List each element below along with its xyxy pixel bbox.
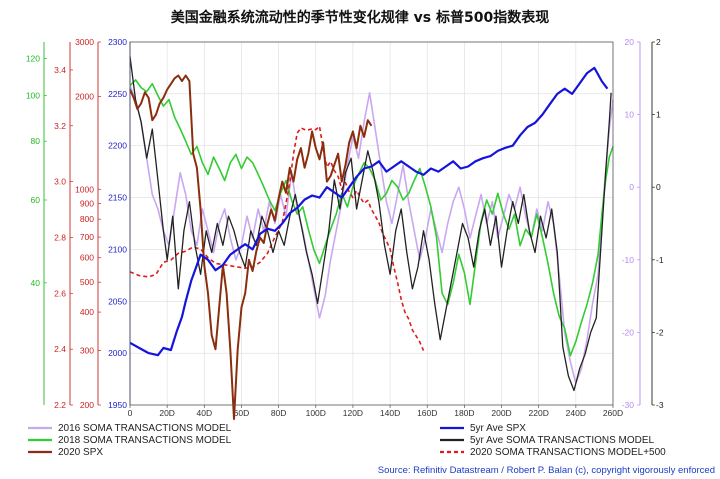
legend-label: 2018 SOMA TRANSACTIONS MODEL bbox=[58, 435, 232, 446]
blue-axis-tick-label: 2100 bbox=[108, 244, 127, 254]
left-axes: 120 100 80 60 40 3000 2000 1000 900 800 700 600 500 4… bbox=[26, 37, 131, 410]
x-tick-label: 120D bbox=[343, 408, 363, 418]
x-tick-label: 200D bbox=[491, 408, 511, 418]
series-line-2020-spx bbox=[129, 74, 373, 420]
purple-axis-tick-label: -30 bbox=[622, 400, 635, 410]
series-line-2020-soma-transactions-model-500 bbox=[129, 125, 425, 351]
blue-axis-tick-label: 1950 bbox=[108, 400, 127, 410]
black-axis-tick-label: 2 bbox=[656, 37, 661, 47]
x-tick-label: 20D bbox=[159, 408, 175, 418]
red-axis-tick-label: 800 bbox=[80, 214, 94, 224]
blue-axis-tick-label: 2050 bbox=[108, 296, 127, 306]
red-axis-tick-label: 400 bbox=[80, 307, 94, 317]
blue-axis-tick-label: 2300 bbox=[108, 37, 127, 47]
red-axis-tick-label: 300 bbox=[80, 346, 94, 356]
blue-axis-tick-label: 2250 bbox=[108, 89, 127, 99]
black-axis-tick-label: -1 bbox=[656, 255, 664, 265]
red-inner-axis-tick-label: 2.8 bbox=[54, 232, 66, 242]
source-note: Source: Refinitiv Datastream / Robert P.… bbox=[378, 465, 715, 476]
red-axis-tick-label: 700 bbox=[80, 232, 94, 242]
red-inner-axis-tick-label: 2.4 bbox=[54, 344, 66, 354]
series-line-5yr-ave-soma-transactions-model bbox=[129, 56, 612, 392]
red-inner-axis-tick-label: 2.2 bbox=[54, 400, 66, 410]
series-line-2016-soma-transactions-model bbox=[129, 85, 614, 384]
x-tick-label: 220D bbox=[529, 408, 549, 418]
red-inner-axis-tick-label: 3.4 bbox=[54, 65, 66, 75]
x-tick-label: 40D bbox=[197, 408, 213, 418]
purple-axis-tick-label: 0 bbox=[629, 182, 634, 192]
red-axis-tick-label: 2000 bbox=[75, 91, 94, 101]
x-tick-label: 60D bbox=[234, 408, 250, 418]
black-axis-tick-label: 1 bbox=[656, 110, 661, 120]
purple-axis-tick-label: -20 bbox=[622, 327, 635, 337]
x-tick-label: 240D bbox=[566, 408, 586, 418]
x-tick-label: 0 bbox=[128, 408, 133, 418]
legend-label: 2020 SOMA TRANSACTIONS MODEL+500 bbox=[470, 447, 666, 458]
red-inner-axis-tick-label: 3.0 bbox=[54, 177, 66, 187]
legend-label: 5yr Ave SOMA TRANSACTIONS MODEL bbox=[470, 435, 655, 446]
red-axis-tick-label: 200 bbox=[80, 400, 94, 410]
chart-title: 美国金融系统流动性的季节性变化规律 vs 标普500指数表现 bbox=[171, 9, 549, 26]
x-tick-label: 180D bbox=[454, 408, 474, 418]
legend-label: 2016 SOMA TRANSACTIONS MODEL bbox=[58, 423, 232, 434]
blue-axis-tick-label: 2000 bbox=[108, 348, 127, 358]
green-axis-tick-label: 80 bbox=[31, 136, 41, 146]
purple-axis-tick-label: 10 bbox=[625, 110, 635, 120]
green-axis-tick-label: 100 bbox=[26, 91, 40, 101]
legend-label: 2020 SPX bbox=[58, 447, 103, 458]
legend-label: 5yr Ave SPX bbox=[470, 423, 526, 434]
red-axis-tick-label: 900 bbox=[80, 198, 94, 208]
x-tick-label: 260D bbox=[603, 408, 623, 418]
purple-axis-tick-label: -10 bbox=[622, 255, 635, 265]
series-line-5yr-ave-spx bbox=[129, 66, 609, 357]
black-axis-tick-label: -2 bbox=[656, 327, 664, 337]
black-axis-tick-label: -3 bbox=[656, 400, 664, 410]
red-axis-tick-label: 500 bbox=[80, 277, 94, 287]
green-axis-tick-label: 120 bbox=[26, 53, 40, 63]
red-inner-axis-tick-label: 2.6 bbox=[54, 288, 66, 298]
purple-axis-tick-label: 20 bbox=[625, 37, 635, 47]
x-axis: 0 20D 40D 60D 80D 100D 120D 140D 160D 180D 200D 220… bbox=[128, 405, 623, 418]
green-axis-tick-label: 60 bbox=[31, 195, 41, 205]
x-tick-label: 160D bbox=[417, 408, 437, 418]
plot-frame bbox=[129, 41, 614, 406]
blue-axis-tick-label: 2150 bbox=[108, 193, 127, 203]
x-tick-label: 140D bbox=[380, 408, 400, 418]
x-tick-label: 100D bbox=[306, 408, 326, 418]
x-tick-label: 80D bbox=[271, 408, 287, 418]
red-axis-tick-label: 1000 bbox=[75, 184, 94, 194]
blue-axis-tick-label: 2200 bbox=[108, 141, 127, 151]
red-inner-axis-tick-label: 3.2 bbox=[54, 121, 66, 131]
black-axis-tick-label: 0 bbox=[656, 182, 661, 192]
green-axis-tick-label: 40 bbox=[31, 278, 41, 288]
red-axis-tick-label: 3000 bbox=[75, 37, 94, 47]
series-layer bbox=[129, 56, 614, 420]
red-axis-tick-label: 600 bbox=[80, 253, 94, 263]
